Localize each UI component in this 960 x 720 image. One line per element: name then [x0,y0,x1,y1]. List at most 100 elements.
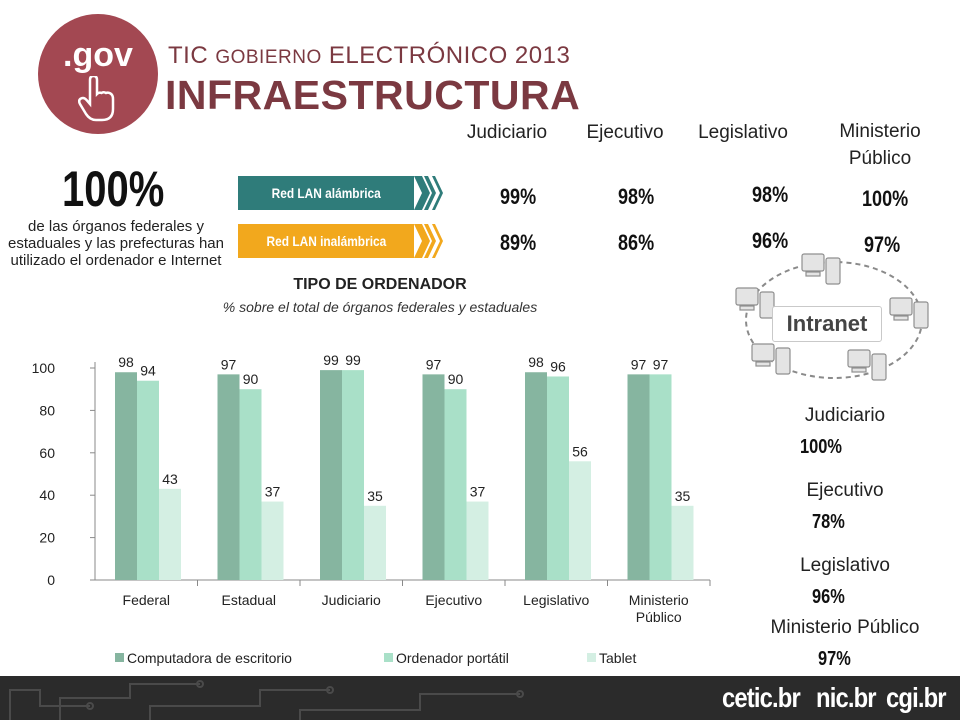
summary-value: 100% [62,161,165,217]
chevron-right-icon [414,224,443,258]
bar [115,372,137,580]
intranet-value-ministerio: 97% [818,648,851,670]
bar [525,372,547,580]
brand-cetic[interactable]: cetic.br [722,682,801,713]
computer-icon [735,287,775,319]
legend-swatch [587,653,596,662]
intranet-name-legislativo: Legislativo [800,555,890,576]
computer-icon [847,349,887,381]
badge-lan-wired: Red LAN alámbrica [238,176,444,210]
data-label: 43 [162,471,178,487]
brand-nic[interactable]: nic.br [816,682,877,713]
badge-lan-wireless-body: Red LAN inalámbrica [238,224,414,258]
intranet-name-ejecutivo: Ejecutivo [806,480,884,501]
data-label: 94 [140,363,156,379]
footer-bar: cetic.br nic.br cgi.br [0,676,960,720]
y-tick-label: 100 [32,360,56,376]
bar [217,374,240,580]
bar [547,376,569,580]
data-label: 97 [426,356,442,372]
computer-icon [751,343,791,375]
badge-lan-wireless: Red LAN inalámbrica [238,224,444,258]
data-label: 90 [448,371,464,387]
bar [671,505,694,580]
page-title: INFRAESTRUCTURA [165,72,581,118]
badge-lan-wired-body: Red LAN alámbrica [238,176,414,210]
legend-label: Computadora de escritorio [127,650,292,666]
bar [364,505,386,580]
network-col-ministerio: Ministerio Público [839,121,921,169]
intranet-value-judiciario: 100% [800,436,842,458]
bar [320,370,342,580]
gov-logo: .gov [38,14,158,134]
brand-cgi[interactable]: cgi.br [886,682,947,713]
x-tick-label: Ejecutivo [425,592,482,608]
y-tick-label: 20 [39,530,55,546]
x-tick-label: Judiciario [322,592,381,608]
logo-text: .gov [63,36,133,74]
wireless-judiciario: 89% [500,230,537,255]
bar [422,374,445,580]
wired-judiciario: 99% [500,184,537,209]
bar [444,389,467,580]
circuit-decoration [9,680,524,720]
pointing-hand-icon [78,76,115,122]
data-label: 35 [367,488,383,504]
computer-icon [889,297,929,329]
bar [137,380,159,580]
intranet-name-ministerio: Ministerio Público [770,617,920,638]
data-label: 56 [572,443,588,459]
intranet-diagram [735,253,929,381]
wireless-ministerio: 97% [864,232,901,257]
bar [342,370,364,580]
data-label: 35 [675,488,691,504]
x-tick-label: Legislativo [523,592,589,608]
bar [569,461,591,580]
data-label: 97 [221,356,237,372]
title-top: TIC GOBIERNO ELECTRÓNICO 2013 [168,42,570,70]
data-label: 37 [470,484,486,500]
chart-title: TIPO DE ORDENADOR [293,276,467,293]
x-tick-label: Estadual [222,592,276,608]
wired-ejecutivo: 98% [618,184,655,209]
bar [627,374,650,580]
intranet-label: Intranet [772,306,882,342]
title-top-3: ELECTRÓNICO 2013 [321,42,571,69]
legend-swatch [384,653,393,662]
y-tick-label: 80 [39,402,55,418]
x-tick-label: Ministerio [629,592,689,608]
bar [159,488,181,580]
bar [239,389,262,580]
wireless-ejecutivo: 86% [618,230,655,255]
bar [466,501,489,580]
wireless-legislativo: 96% [752,228,789,253]
x-tick-label: Público [636,609,682,625]
title-top-1: TIC [168,42,216,69]
network-col-judiciario: Judiciario [466,122,548,143]
y-tick-label: 0 [47,572,55,588]
data-label: 97 [631,356,647,372]
wired-legislativo: 98% [752,182,789,207]
y-tick-label: 40 [39,487,55,503]
data-label: 96 [550,358,566,374]
network-col-ejecutivo: Ejecutivo [586,122,664,143]
summary-description: de las órganos federales y estaduales y … [8,218,224,269]
intranet-name-judiciario: Judiciario [804,405,886,426]
title-top-2: GOBIERNO [215,47,322,68]
bar [649,374,672,580]
data-label: 90 [243,371,259,387]
legend-swatch [115,653,124,662]
chart-subtitle: % sobre el total de órganos federales y … [222,299,538,315]
intranet-value-ejecutivo: 78% [812,511,845,533]
data-label: 98 [528,354,544,370]
data-label: 99 [345,352,361,368]
wired-ministerio: 100% [862,186,909,211]
network-col-legislativo: Legislativo [698,122,788,143]
data-label: 99 [323,352,339,368]
legend-label: Tablet [599,650,636,666]
x-tick-label: Federal [123,592,170,608]
badge-lan-wireless-label: Red LAN inalámbrica [266,233,386,249]
data-label: 37 [265,484,281,500]
chevron-right-icon [414,176,443,210]
